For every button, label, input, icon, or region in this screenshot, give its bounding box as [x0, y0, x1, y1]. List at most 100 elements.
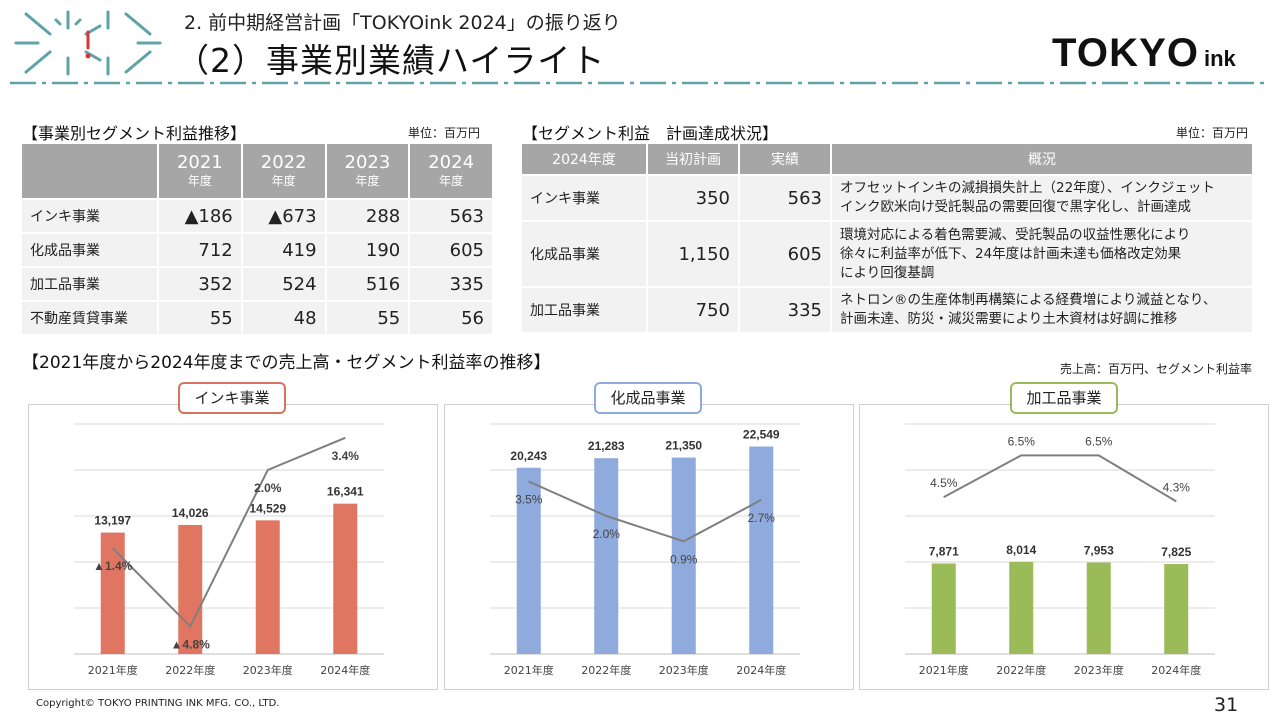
table-row: 化成品事業 1,150 605 環境対応による着色需要減、受託製品の収益性悪化に… — [522, 220, 1254, 286]
x-tick-label: 2022年度 — [996, 663, 1046, 677]
line-value-label: ▲4.8% — [171, 637, 211, 651]
line-value-label: 2.0% — [254, 481, 282, 495]
segment-profit-unit: 単位：百万円 — [408, 126, 481, 140]
table-header-row: 2024年度 当初計画 実績 概況 — [522, 144, 1254, 174]
row-label: 加工品事業 — [522, 286, 648, 332]
row-label: インキ事業 — [22, 198, 159, 232]
plan-cell: 750 — [648, 286, 740, 332]
margin-line — [943, 454, 1177, 503]
x-tick-label: 2024年度 — [1151, 663, 1201, 677]
x-tick-label: 2022年度 — [581, 663, 631, 677]
header-cell-year: 2024 年度 — [410, 144, 494, 198]
row-label: 化成品事業 — [22, 232, 159, 266]
bar — [1164, 564, 1189, 654]
table-cell: 335 — [410, 266, 494, 300]
table-cell: 55 — [326, 300, 411, 334]
copyright-text: Copyright© TOKYO PRINTING INK MFG. CO., … — [36, 698, 280, 709]
segment-profit-table-title: 【事業別セグメント利益推移】 — [22, 124, 247, 143]
actual-cell: 563 — [740, 174, 832, 220]
plan-cell: 1,150 — [648, 220, 740, 286]
page-number: 31 — [1214, 694, 1239, 716]
line-value-label: 6.5% — [1085, 434, 1113, 448]
x-tick-label: 2021年度 — [88, 663, 138, 677]
chart-panel-processed — [859, 404, 1269, 690]
plan-cell: 350 — [648, 174, 740, 220]
table-cell: 605 — [410, 232, 494, 266]
bar — [255, 520, 280, 654]
bar-value-label: 7,871 — [929, 544, 959, 558]
x-tick-label: 2023年度 — [659, 663, 709, 677]
line-value-label: 6.5% — [1008, 434, 1036, 448]
margin-line — [112, 436, 346, 629]
x-tick-label: 2023年度 — [1074, 663, 1124, 677]
chart-title-pill-processed: 加工品事業 — [1010, 382, 1118, 414]
table-cell: 56 — [410, 300, 494, 334]
chart-chemical: 20,243 2021年度 21,283 2022年度 21,350 2023年度 22,5… — [490, 423, 800, 677]
table-cell: ▲186 — [158, 198, 243, 232]
chart-processed: 7,871 2021年度 8,014 2022年度 7,953 2023年度 7,825 20… — [905, 423, 1215, 677]
bar — [178, 524, 203, 654]
line-value-label: 0.9% — [670, 552, 698, 566]
line-value-label: 2.0% — [593, 527, 621, 541]
table-cell: 288 — [326, 198, 411, 232]
line-value-label: 4.5% — [930, 476, 958, 490]
brand-logo-sub: ink — [1204, 46, 1237, 71]
table-cell: 419 — [242, 232, 327, 266]
table-row: 不動産賃貸事業 55 48 55 56 — [22, 300, 494, 334]
margin-line — [528, 480, 762, 543]
bar — [931, 563, 956, 654]
header-cell-year: 2021 年度 — [158, 144, 243, 198]
actual-cell: 605 — [740, 220, 832, 286]
plan-achievement-table-title: 【セグメント利益 計画達成状況】 — [522, 124, 779, 143]
chart-ink: 13,197 2021年度 14,026 2022年度 14,529 2023年度 16,3… — [74, 423, 384, 677]
table-row: 加工品事業 352 524 516 335 — [22, 266, 494, 300]
header-cell: 2024年度 — [522, 144, 648, 174]
bar — [100, 532, 125, 654]
actual-cell: 335 — [740, 286, 832, 332]
header-cell-empty — [22, 144, 159, 198]
header-cell: 実績 — [740, 144, 832, 174]
brand-logo-main: TOKYO — [1052, 31, 1198, 75]
row-label: 化成品事業 — [522, 220, 648, 286]
bar-value-label: 8,014 — [1006, 543, 1036, 557]
bar — [749, 446, 774, 654]
header-cell-year: 2023 年度 — [326, 144, 411, 198]
trend-section-unit: 売上高：百万円、セグメント利益率 — [1060, 362, 1253, 376]
x-tick-label: 2024年度 — [736, 663, 786, 677]
table-row: インキ事業 ▲186 ▲673 288 563 — [22, 198, 494, 232]
chart-title-pill-ink: インキ事業 — [178, 382, 286, 414]
header-cell: 当初計画 — [648, 144, 740, 174]
x-tick-label: 2021年度 — [504, 663, 554, 677]
segment-profit-table: 2021 年度 2022 年度 2023 年度 2024 年度 インキ事業 ▲186 ▲… — [22, 144, 494, 334]
x-tick-label: 2021年度 — [919, 663, 969, 677]
table-cell: 190 — [326, 232, 411, 266]
line-value-label: 3.5% — [515, 493, 543, 507]
bar-value-label: 14,026 — [172, 506, 209, 520]
table-cell: 48 — [242, 300, 327, 334]
row-label: インキ事業 — [522, 174, 648, 220]
bar — [594, 458, 619, 654]
header-dashed-rule — [10, 81, 1270, 85]
bar-value-label: 22,549 — [743, 428, 780, 442]
bar-value-label: 16,341 — [327, 485, 364, 499]
bar — [1009, 561, 1034, 654]
header-cell: 概況 — [832, 144, 1254, 174]
bar-value-label: 7,825 — [1161, 545, 1191, 559]
page-subtitle: 2. 前中期経営計画「TOKYOink 2024」の振り返り — [184, 12, 621, 34]
summary-cell: オフセットインキの減損損失計上（22年度）、インクジェット インク欧米向け受託製… — [832, 174, 1254, 220]
bar-value-label: 21,350 — [665, 439, 702, 453]
bar-value-label: 14,529 — [249, 501, 286, 515]
table-cell: ▲673 — [242, 198, 327, 232]
summary-cell: ネトロン®の生産体制再構築による経費増により減益となり、 計画未達、防災・減災需… — [832, 286, 1254, 332]
bar — [516, 467, 541, 654]
bar-value-label: 13,197 — [94, 514, 131, 528]
plan-achievement-unit: 単位：百万円 — [1176, 126, 1249, 140]
page-title: （2）事業別業績ハイライト — [176, 41, 606, 80]
line-value-label: 4.3% — [1163, 480, 1191, 494]
plan-achievement-table: 2024年度 当初計画 実績 概況 インキ事業 350 563 オフセットインキ… — [522, 144, 1254, 332]
table-cell: 524 — [242, 266, 327, 300]
table-row: 加工品事業 750 335 ネトロン®の生産体制再構築による経費増により減益とな… — [522, 286, 1254, 332]
x-tick-label: 2022年度 — [165, 663, 215, 677]
bar-value-label: 21,283 — [588, 439, 625, 453]
line-value-label: 2.7% — [748, 511, 776, 525]
